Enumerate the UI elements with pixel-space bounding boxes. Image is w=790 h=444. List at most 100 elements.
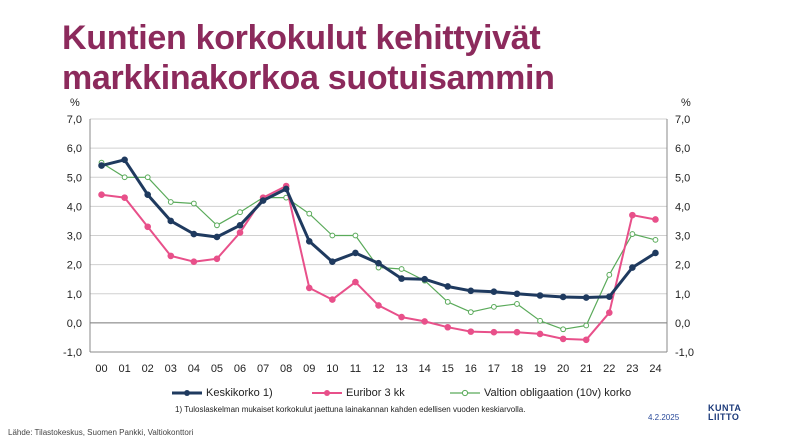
- y-tick-label-left: 2,0: [67, 260, 82, 272]
- series-point-1: [213, 233, 221, 241]
- legend-item-keskikorko: Keskikorko 1): [172, 387, 273, 399]
- y-tick-label-left: -1,0: [63, 347, 82, 359]
- series-point-1: [398, 275, 405, 282]
- series-point-3: [514, 301, 520, 307]
- x-tick-label: 23: [626, 363, 638, 375]
- x-tick-label: 09: [303, 363, 315, 375]
- series-point-1: [606, 293, 613, 300]
- title-line-1: Kuntien korkokulut kehittyivät: [62, 19, 541, 57]
- series-point-2: [606, 309, 613, 316]
- y-tick-label-left: 5,0: [67, 172, 82, 184]
- source-text: Lähde: Tilastokeskus, Suomen Pankki, Val…: [8, 428, 194, 437]
- series-point-1: [167, 217, 175, 225]
- series-point-3: [190, 200, 197, 207]
- y-tick-label-right: 1,0: [675, 289, 690, 301]
- series-point-3: [121, 174, 128, 181]
- legend-swatch-euribor: [312, 390, 342, 396]
- series-point-3: [491, 303, 497, 310]
- series-point-2: [190, 258, 198, 266]
- y-tick-label-left: 4,0: [67, 201, 82, 213]
- series-point-1: [144, 191, 151, 199]
- series-point-2: [236, 229, 244, 236]
- series-point-3: [560, 326, 567, 333]
- series-point-3: [398, 266, 405, 272]
- series-point-3: [352, 232, 359, 239]
- series-point-1: [352, 249, 359, 257]
- series-point-2: [305, 284, 313, 292]
- y-unit-left: %: [70, 97, 80, 109]
- series-point-3: [583, 322, 590, 329]
- x-tick-label: 18: [511, 363, 523, 375]
- x-tick-label: 01: [118, 363, 130, 375]
- y-tick-label-left: 0,0: [67, 318, 82, 330]
- series-point-1: [305, 238, 313, 245]
- legend-label-valtion-obligaatio: Valtion obligaation (10v) korko: [484, 387, 632, 399]
- footnote: 1) Tuloslaskelman mukaiset korkokulut ja…: [175, 405, 526, 414]
- series-point-2: [444, 323, 452, 331]
- x-tick-label: 14: [419, 363, 431, 375]
- y-tick-label-right: 2,0: [675, 260, 690, 272]
- series-point-1: [329, 258, 336, 266]
- series-point-2: [559, 335, 567, 343]
- x-tick-label: 12: [372, 363, 384, 375]
- x-tick-label: 11: [350, 363, 361, 375]
- x-tick-label: 19: [534, 363, 546, 375]
- series-point-3: [444, 299, 451, 305]
- series-point-3: [537, 317, 543, 324]
- x-tick-label: 06: [234, 363, 246, 375]
- kuntaliitto-logo: KUNTA LIITTO: [708, 404, 748, 422]
- x-tick-label: 17: [488, 363, 500, 375]
- series-point-3: [237, 209, 243, 216]
- series-point-3: [214, 222, 220, 229]
- series-point-2: [329, 296, 336, 303]
- y-tick-label-right: 3,0: [675, 231, 690, 243]
- series-point-1: [444, 283, 452, 290]
- y-tick-label-right: -1,0: [675, 347, 694, 359]
- x-tick-label: 24: [649, 363, 661, 375]
- logo-line-2: LIITTO: [708, 412, 740, 422]
- series-point-2: [213, 255, 221, 263]
- series-point-1: [98, 162, 105, 169]
- x-tick-label: 16: [465, 363, 477, 375]
- y-tick-label-right: 6,0: [675, 143, 690, 155]
- legend-swatch-valtion-obligaatio: [450, 389, 480, 397]
- series-point-1: [259, 197, 267, 204]
- series-point-2: [421, 318, 428, 325]
- y-tick-label-right: 7,0: [675, 114, 690, 126]
- x-tick-label: 10: [326, 363, 338, 375]
- y-tick-label-right: 0,0: [675, 318, 690, 330]
- series-point-1: [559, 293, 567, 301]
- series-point-2: [652, 216, 659, 223]
- series-point-2: [167, 252, 175, 260]
- series-point-1: [467, 287, 475, 295]
- series-point-3: [467, 309, 474, 315]
- y-tick-label-left: 6,0: [67, 143, 82, 155]
- series-point-1: [236, 222, 244, 229]
- series-point-3: [144, 174, 151, 181]
- x-tick-label: 15: [442, 363, 454, 375]
- series-point-1: [375, 259, 382, 267]
- legend-item-valtion-obligaatio: Valtion obligaation (10v) korko: [450, 387, 631, 399]
- series-point-1: [652, 249, 659, 257]
- page-title: Kuntien korkokulut kehittyivät markkinak…: [62, 18, 762, 98]
- series-point-2: [121, 194, 128, 201]
- title-line-2: markkinakorkoa suotuisammin: [62, 59, 555, 97]
- series-point-1: [421, 275, 428, 283]
- series-point-2: [375, 302, 382, 309]
- series-point-1: [629, 264, 636, 271]
- series-point-2: [629, 211, 636, 219]
- legend-label-keskikorko: Keskikorko 1): [206, 387, 273, 399]
- series-point-3: [167, 199, 174, 205]
- x-tick-label: 00: [95, 363, 107, 375]
- series-point-1: [513, 290, 521, 298]
- series-point-2: [144, 223, 151, 231]
- series-point-3: [329, 232, 336, 239]
- y-tick-label-left: 1,0: [67, 289, 82, 301]
- x-tick-label: 21: [580, 363, 592, 375]
- series-point-1: [490, 288, 498, 296]
- y-tick-label-left: 3,0: [67, 231, 82, 243]
- legend-item-euribor: Euribor 3 kk: [312, 387, 405, 399]
- y-tick-label-left: 7,0: [67, 114, 82, 126]
- legend-swatch-keskikorko: [172, 390, 202, 396]
